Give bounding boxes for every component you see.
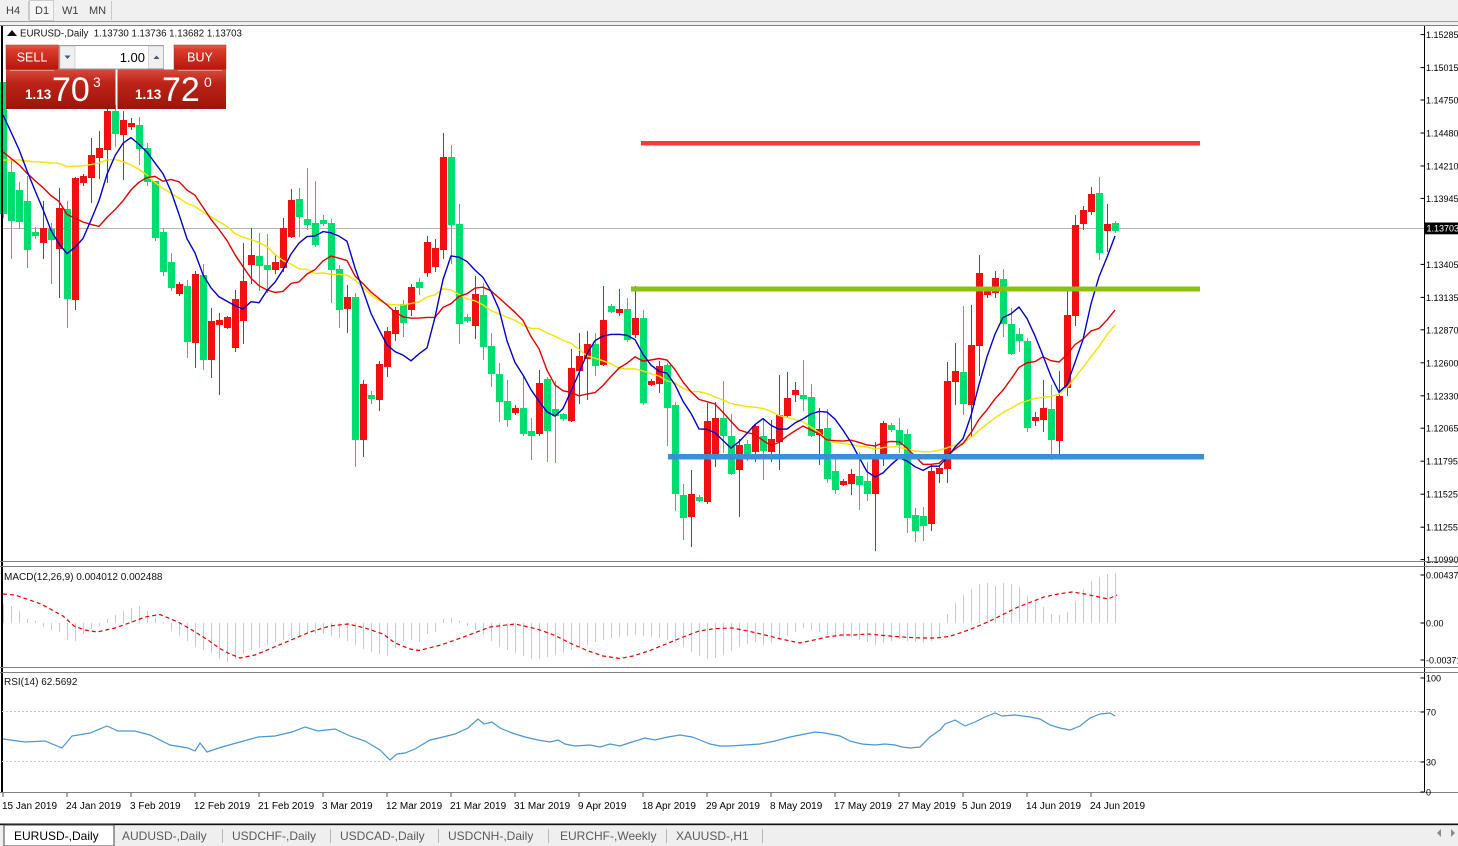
svg-text:D1: D1 xyxy=(35,5,49,17)
svg-text:18 Apr 2019: 18 Apr 2019 xyxy=(642,801,696,812)
svg-text:0.004379: 0.004379 xyxy=(1426,571,1458,581)
svg-text:21 Mar 2019: 21 Mar 2019 xyxy=(450,801,507,812)
svg-text:72: 72 xyxy=(162,71,200,109)
svg-text:1.12065: 1.12065 xyxy=(1426,424,1458,434)
svg-text:H4: H4 xyxy=(6,5,20,17)
svg-text:MN: MN xyxy=(89,5,106,17)
svg-text:EURUSD-,Daily 1.13730 1.13736: EURUSD-,Daily 1.13730 1.13736 1.13682 1.… xyxy=(20,29,242,40)
svg-text:15 Jan 2019: 15 Jan 2019 xyxy=(2,801,57,812)
svg-text:EURUSD-,Daily: EURUSD-,Daily xyxy=(14,829,99,843)
svg-text:1.12600: 1.12600 xyxy=(1426,358,1458,368)
svg-text:9 Apr 2019: 9 Apr 2019 xyxy=(578,801,627,812)
svg-text:24 Jun 2019: 24 Jun 2019 xyxy=(1090,801,1145,812)
svg-text:SELL: SELL xyxy=(17,51,48,65)
svg-text:70: 70 xyxy=(1426,708,1436,718)
svg-text:W1: W1 xyxy=(62,5,79,17)
svg-text:1.00: 1.00 xyxy=(120,50,145,65)
svg-text:24 Jan 2019: 24 Jan 2019 xyxy=(66,801,121,812)
svg-text:12 Mar 2019: 12 Mar 2019 xyxy=(386,801,443,812)
svg-text:MACD(12,26,9) 0.004012 0.00248: MACD(12,26,9) 0.004012 0.002488 xyxy=(4,572,163,583)
svg-text:EURCHF-,Weekly: EURCHF-,Weekly xyxy=(560,829,656,843)
svg-text:27 May 2019: 27 May 2019 xyxy=(898,801,956,812)
svg-text:USDCNH-,Daily: USDCNH-,Daily xyxy=(448,829,533,843)
svg-text:14 Jun 2019: 14 Jun 2019 xyxy=(1026,801,1081,812)
svg-text:0: 0 xyxy=(1426,788,1431,798)
svg-text:29 Apr 2019: 29 Apr 2019 xyxy=(706,801,760,812)
svg-text:XAUUSD-,H1: XAUUSD-,H1 xyxy=(676,829,749,843)
svg-text:1.13135: 1.13135 xyxy=(1426,293,1458,303)
svg-text:70: 70 xyxy=(52,71,90,109)
svg-text:RSI(14) 62.5692: RSI(14) 62.5692 xyxy=(4,677,78,688)
svg-text:BUY: BUY xyxy=(187,51,213,65)
svg-text:1.10990: 1.10990 xyxy=(1426,555,1458,565)
svg-text:1.15285: 1.15285 xyxy=(1426,30,1458,40)
svg-text:1.11525: 1.11525 xyxy=(1426,490,1458,500)
svg-text:30: 30 xyxy=(1426,758,1436,768)
svg-text:3 Mar 2019: 3 Mar 2019 xyxy=(322,801,373,812)
svg-text:8 May 2019: 8 May 2019 xyxy=(770,801,823,812)
svg-text:USDCHF-,Daily: USDCHF-,Daily xyxy=(232,829,316,843)
svg-text:1.13: 1.13 xyxy=(135,87,162,102)
svg-text:1.14480: 1.14480 xyxy=(1426,129,1458,139)
svg-text:1.12330: 1.12330 xyxy=(1426,391,1458,401)
svg-text:1.13703: 1.13703 xyxy=(1427,224,1458,234)
svg-text:3 Feb 2019: 3 Feb 2019 xyxy=(130,801,181,812)
svg-text:1.14210: 1.14210 xyxy=(1426,162,1458,172)
svg-text:0.00: 0.00 xyxy=(1426,619,1444,629)
svg-text:1.11795: 1.11795 xyxy=(1426,457,1458,467)
svg-text:0: 0 xyxy=(204,74,212,90)
svg-text:100: 100 xyxy=(1426,674,1441,684)
svg-text:5 Jun 2019: 5 Jun 2019 xyxy=(962,801,1012,812)
svg-text:1.15015: 1.15015 xyxy=(1426,63,1458,73)
svg-text:USDCAD-,Daily: USDCAD-,Daily xyxy=(340,829,425,843)
svg-text:31 Mar 2019: 31 Mar 2019 xyxy=(514,801,571,812)
svg-text:17 May 2019: 17 May 2019 xyxy=(834,801,892,812)
svg-text:3: 3 xyxy=(93,74,101,90)
svg-text:-0.00371: -0.00371 xyxy=(1426,656,1458,666)
svg-text:1.12870: 1.12870 xyxy=(1426,325,1458,335)
svg-text:12 Feb 2019: 12 Feb 2019 xyxy=(194,801,251,812)
svg-text:1.13405: 1.13405 xyxy=(1426,260,1458,270)
svg-text:21 Feb 2019: 21 Feb 2019 xyxy=(258,801,315,812)
svg-text:AUDUSD-,Daily: AUDUSD-,Daily xyxy=(122,829,207,843)
svg-text:1.13945: 1.13945 xyxy=(1426,194,1458,204)
svg-text:1.11255: 1.11255 xyxy=(1426,523,1458,533)
svg-text:1.13: 1.13 xyxy=(25,87,52,102)
svg-text:1.14750: 1.14750 xyxy=(1426,96,1458,106)
